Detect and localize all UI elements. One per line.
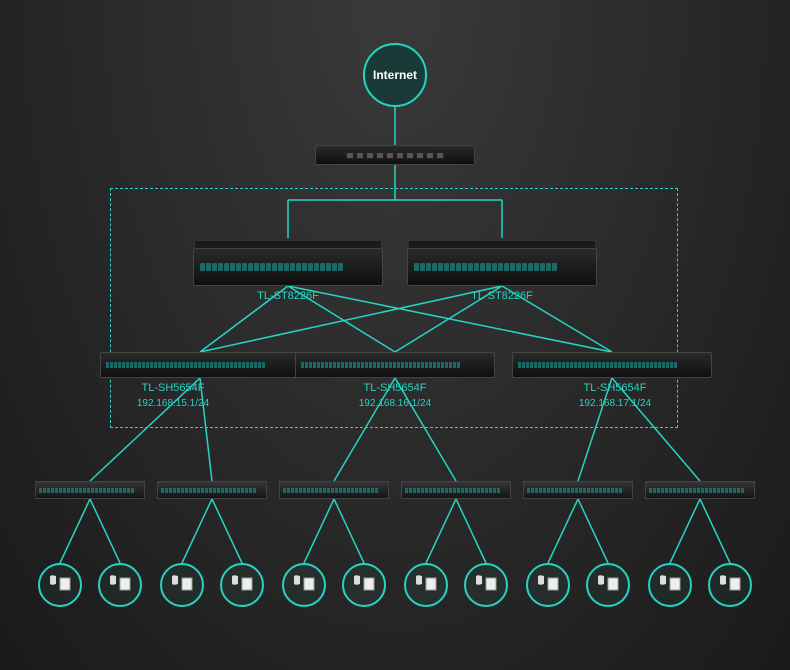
endpoint-device bbox=[648, 563, 692, 607]
dist-switch-2-label: TL-SH5654F bbox=[364, 382, 427, 394]
endpoint-device bbox=[98, 563, 142, 607]
dist-switch-1-label: TL-SH5654F bbox=[142, 382, 205, 394]
endpoint-device bbox=[526, 563, 570, 607]
endpoint-device bbox=[342, 563, 386, 607]
endpoint-device bbox=[38, 563, 82, 607]
core-switch-2-label: TL-ST8226F bbox=[471, 290, 533, 302]
core-switch-1 bbox=[193, 248, 383, 286]
endpoint-device bbox=[586, 563, 630, 607]
access-switch-3 bbox=[279, 481, 389, 499]
dist-switch-2-ip: 192.168.16.1/24 bbox=[359, 398, 431, 409]
access-switch-1 bbox=[35, 481, 145, 499]
access-switch-4 bbox=[401, 481, 511, 499]
endpoint-device bbox=[404, 563, 448, 607]
endpoint-device bbox=[708, 563, 752, 607]
dist-switch-3-ip: 192.168.17.1/24 bbox=[579, 398, 651, 409]
internet-label: Internet bbox=[373, 68, 417, 82]
access-switch-5 bbox=[523, 481, 633, 499]
dist-switch-1-ip: 192.168.15.1/24 bbox=[137, 398, 209, 409]
core-switch-1-label: TL-ST8226F bbox=[257, 290, 319, 302]
access-switch-2 bbox=[157, 481, 267, 499]
endpoint-device bbox=[220, 563, 264, 607]
dist-switch-3 bbox=[512, 352, 712, 378]
dist-switch-1 bbox=[100, 352, 300, 378]
dist-switch-3-label: TL-SH5654F bbox=[584, 382, 647, 394]
endpoint-device bbox=[464, 563, 508, 607]
dist-switch-2 bbox=[295, 352, 495, 378]
edge-router bbox=[315, 145, 475, 165]
endpoint-device bbox=[160, 563, 204, 607]
endpoint-device bbox=[282, 563, 326, 607]
core-switch-2 bbox=[407, 248, 597, 286]
access-switch-6 bbox=[645, 481, 755, 499]
